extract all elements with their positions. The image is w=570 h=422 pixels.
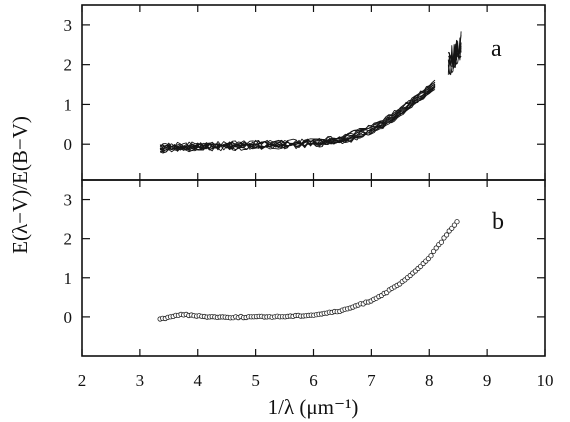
panel-b-point: [428, 253, 434, 259]
panel-b-label: b: [492, 209, 504, 235]
y-tick-label-panel-b: 2: [64, 230, 73, 249]
y-tick-label-panel-a: 3: [64, 16, 73, 35]
data-layer: [157, 31, 462, 322]
y-tick-label-panel-a: 0: [64, 135, 73, 154]
x-axis-label: 1/λ (μm⁻¹): [268, 395, 359, 419]
panel-a-label: a: [491, 36, 502, 62]
x-tick-label: 6: [309, 371, 318, 390]
panel-a-curve: [159, 82, 436, 148]
panel-b-point: [438, 239, 444, 245]
x-tick-label: 2: [78, 371, 87, 390]
panel-b-point: [443, 232, 450, 238]
panel-b-point: [430, 248, 437, 254]
x-tick-label: 10: [537, 371, 554, 390]
panel-a-curve: [159, 86, 436, 153]
panel-a-far-uv-curve: [447, 34, 462, 74]
panel-b-point: [433, 245, 439, 251]
x-tick-label: 9: [483, 371, 492, 390]
y-tick-label-panel-b: 1: [64, 269, 73, 288]
x-tick-label: 4: [194, 371, 203, 390]
panel-b-frame: [81, 179, 546, 357]
y-tick-label-panel-a: 1: [64, 95, 73, 114]
x-tick-label: 5: [251, 371, 260, 390]
panel-b-point: [451, 222, 457, 228]
y-tick-label-panel-a: 2: [64, 56, 73, 75]
x-tick-label: 3: [136, 371, 145, 390]
panel-a-frame: [81, 4, 546, 181]
y-tick-label-panel-b: 3: [64, 191, 73, 210]
y-axis-label: E(λ−V)/E(B−V): [8, 116, 32, 254]
ticks-layer: 2 3 4 5 6 7 8 9 10 0 1 2 3 0 1 2 3: [64, 5, 554, 390]
x-tick-label: 7: [367, 371, 376, 390]
panel-a-curve: [159, 83, 436, 150]
y-tick-label-panel-b: 0: [64, 308, 73, 327]
panel-b-point: [454, 219, 460, 225]
x-tick-label: 8: [425, 371, 434, 390]
panel-a-curve: [160, 84, 436, 151]
